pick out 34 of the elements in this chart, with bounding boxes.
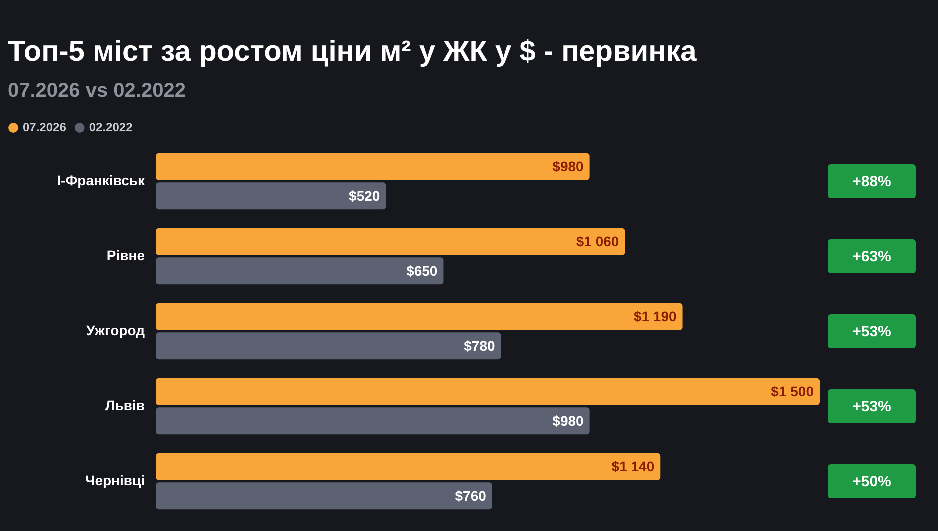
bar bbox=[156, 453, 661, 480]
y-tick-label: Чернівці bbox=[85, 472, 145, 488]
bar bbox=[156, 228, 626, 256]
data-label: $1 060 bbox=[576, 234, 620, 250]
bar bbox=[156, 303, 683, 330]
y-tick-label: Рівне bbox=[106, 247, 146, 264]
data-label: $780 bbox=[464, 338, 496, 354]
text: +50% bbox=[852, 474, 892, 491]
data-label: $650 bbox=[406, 262, 438, 279]
data-label: $760 bbox=[455, 488, 487, 504]
data-label: $980 bbox=[552, 158, 584, 175]
data-label: $1 140 bbox=[612, 458, 655, 475]
text: +88% bbox=[852, 174, 892, 191]
y-tick-label: Ужгород bbox=[86, 322, 146, 338]
data-label: $1 500 bbox=[771, 384, 814, 400]
bar bbox=[156, 153, 590, 180]
data-label: $1 190 bbox=[634, 308, 677, 325]
text: +53% bbox=[852, 324, 892, 341]
bar bbox=[156, 482, 492, 510]
y-tick-label: Львів bbox=[105, 397, 146, 414]
bar bbox=[156, 408, 590, 435]
y-tick-label: І-Франківськ bbox=[57, 172, 146, 188]
bar bbox=[156, 258, 444, 285]
text: +53% bbox=[852, 398, 892, 416]
legend-label: 07.2026 bbox=[23, 120, 67, 134]
chart-subtitle: 07.2026 vs 02.2022 bbox=[8, 80, 186, 103]
bar bbox=[156, 378, 820, 406]
chart-title: Топ-5 міст за ростом ціни м² у ЖК у $ - первинка bbox=[8, 36, 697, 69]
legend-label: 02.2022 bbox=[89, 120, 134, 134]
data-label: $520 bbox=[349, 188, 380, 204]
bar bbox=[156, 182, 386, 210]
text: +63% bbox=[852, 248, 892, 266]
data-label: $980 bbox=[552, 412, 584, 429]
bar bbox=[156, 332, 502, 360]
